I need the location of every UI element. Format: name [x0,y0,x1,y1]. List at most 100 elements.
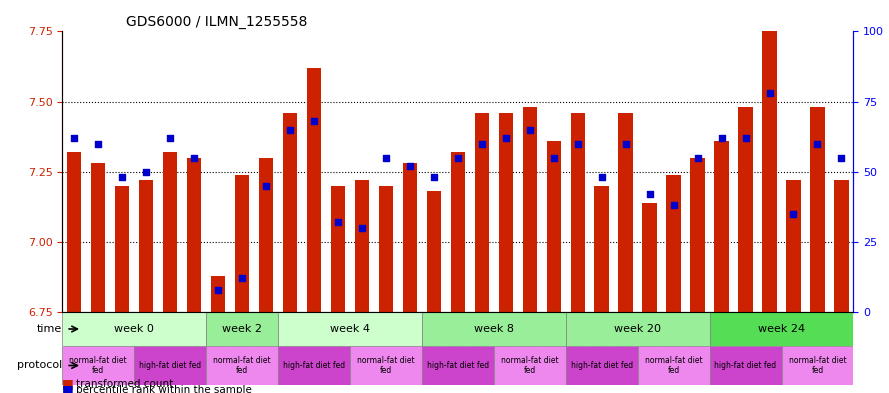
Point [715,135,729,141]
FancyBboxPatch shape [206,312,278,346]
Text: ■: ■ [62,383,74,393]
Text: normal-fat diet
fed: normal-fat diet fed [789,356,846,375]
Text: high-fat diet fed: high-fat diet fed [427,361,489,370]
Bar [643,203,657,312]
Text: week 20: week 20 [614,324,661,334]
Bar [619,113,633,312]
FancyBboxPatch shape [637,346,709,385]
Text: week 0: week 0 [114,324,154,334]
Bar [810,107,825,312]
FancyBboxPatch shape [134,346,206,385]
Point [187,154,201,161]
Bar [187,158,201,312]
Text: transformed count: transformed count [76,379,172,389]
Point [163,135,177,141]
Bar [739,107,753,312]
Text: high-fat diet fed: high-fat diet fed [283,361,345,370]
Point [235,275,249,282]
Bar [403,163,417,312]
FancyBboxPatch shape [709,312,853,346]
Bar [834,180,849,312]
Bar [115,186,130,312]
Point [523,127,537,133]
Point [787,211,801,217]
Point [307,118,321,125]
Point [739,135,753,141]
Text: week 4: week 4 [330,324,370,334]
Bar [283,113,297,312]
Text: normal-fat diet
fed: normal-fat diet fed [357,356,415,375]
Bar [91,163,106,312]
Bar [67,152,82,312]
Point [67,135,81,141]
Point [451,154,465,161]
Text: normal-fat diet
fed: normal-fat diet fed [501,356,558,375]
Point [379,154,393,161]
Point [91,141,105,147]
Bar [235,174,249,312]
Point [259,183,273,189]
Bar [547,141,561,312]
Bar [571,113,585,312]
FancyBboxPatch shape [493,346,565,385]
Text: protocol: protocol [17,360,62,371]
Bar [307,68,321,312]
FancyBboxPatch shape [565,312,709,346]
Bar [786,180,801,312]
Text: normal-fat diet
fed: normal-fat diet fed [645,356,702,375]
Point [691,154,705,161]
Point [475,141,489,147]
Bar [379,186,393,312]
Point [571,141,585,147]
Point [811,141,825,147]
Text: normal-fat diet
fed: normal-fat diet fed [213,356,271,375]
FancyBboxPatch shape [62,346,134,385]
Point [427,174,441,180]
Point [835,154,849,161]
Point [403,163,417,169]
FancyBboxPatch shape [278,312,422,346]
Bar [475,113,489,312]
Text: week 24: week 24 [758,324,805,334]
Bar [691,158,705,312]
Point [667,202,681,209]
Bar [259,158,273,312]
Point [499,135,513,141]
Bar [523,107,537,312]
Text: week 2: week 2 [222,324,262,334]
Point [283,127,297,133]
Bar [715,141,729,312]
Text: ■: ■ [62,377,74,390]
Bar [163,152,177,312]
Point [595,174,609,180]
FancyBboxPatch shape [781,346,853,385]
FancyBboxPatch shape [709,346,781,385]
Text: high-fat diet fed: high-fat diet fed [139,361,201,370]
Text: normal-fat diet
fed: normal-fat diet fed [69,356,127,375]
Point [331,219,345,226]
Text: percentile rank within the sample: percentile rank within the sample [76,385,252,393]
Point [115,174,129,180]
Text: time: time [37,324,62,334]
Bar [355,180,369,312]
Bar [211,275,225,312]
Point [355,225,369,231]
Bar [331,186,345,312]
Point [211,286,225,293]
Text: week 8: week 8 [474,324,514,334]
Bar [667,174,681,312]
Bar [139,180,153,312]
FancyBboxPatch shape [206,346,278,385]
FancyBboxPatch shape [350,346,422,385]
Point [619,141,633,147]
FancyBboxPatch shape [278,346,350,385]
Bar [763,0,777,312]
FancyBboxPatch shape [62,312,206,346]
Bar [451,152,465,312]
Text: GDS6000 / ILMN_1255558: GDS6000 / ILMN_1255558 [125,15,307,29]
Text: high-fat diet fed: high-fat diet fed [571,361,633,370]
Bar [427,191,441,312]
FancyBboxPatch shape [422,346,493,385]
Point [547,154,561,161]
Point [643,191,657,197]
